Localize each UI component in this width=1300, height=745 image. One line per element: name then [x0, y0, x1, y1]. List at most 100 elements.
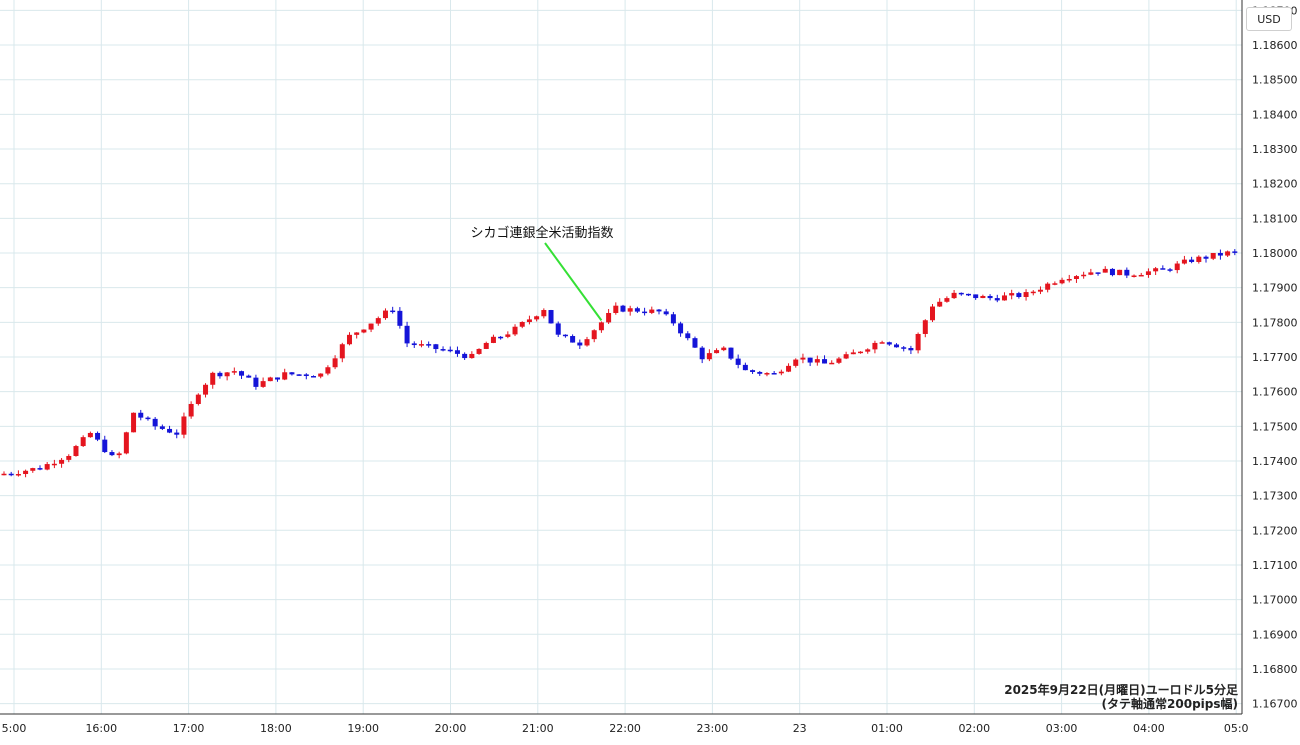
candle-body — [447, 349, 453, 352]
candle-body — [908, 348, 914, 351]
candle-body — [865, 349, 871, 352]
candle-body — [793, 359, 799, 366]
candle-body — [584, 339, 590, 346]
candle-body — [699, 347, 705, 360]
y-tick-label: 1.16700 — [1252, 698, 1298, 711]
y-tick-label: 1.18400 — [1252, 108, 1298, 121]
candle-body — [476, 348, 482, 354]
candle-body — [332, 358, 338, 368]
candle-body — [1131, 275, 1137, 277]
candle-body — [786, 365, 792, 372]
candle-body — [555, 323, 561, 335]
candle-body — [850, 352, 856, 355]
candle-body — [1210, 252, 1216, 259]
candle-body — [901, 347, 907, 349]
candle-body — [1001, 295, 1007, 301]
candle-body — [498, 336, 504, 339]
y-tick-label: 1.16800 — [1252, 663, 1298, 676]
candle-body — [87, 432, 93, 438]
candle-body — [1102, 268, 1108, 273]
candle-body — [267, 377, 273, 382]
candle-body — [1196, 256, 1202, 262]
x-tick-label: 01:00 — [871, 722, 903, 735]
candle-body — [1073, 276, 1079, 279]
candle-body — [195, 394, 201, 404]
candle-body — [469, 353, 475, 359]
candle-body — [138, 412, 144, 418]
candle-body — [937, 301, 943, 307]
candle-body — [433, 344, 439, 350]
candle-body — [548, 310, 554, 324]
candle-body — [59, 459, 65, 464]
candle-body — [346, 334, 352, 345]
candle-body — [354, 332, 360, 335]
candle-body — [944, 298, 950, 302]
candle-body — [965, 293, 971, 296]
candle-body — [181, 416, 187, 435]
y-tick-label: 1.18600 — [1252, 39, 1298, 52]
candle-body — [577, 342, 583, 346]
x-tick-label: 20:00 — [435, 722, 467, 735]
candle-body — [102, 439, 108, 453]
candle-body — [562, 334, 568, 337]
candle-body — [836, 358, 842, 363]
candle-body — [570, 336, 576, 343]
candle-body — [1095, 272, 1101, 274]
candle-body — [598, 322, 604, 331]
candle-body — [217, 372, 223, 377]
candle-body — [275, 377, 281, 380]
chart-caption-line1: 2025年9月22日(月曜日)ユーロドル5分足 — [1004, 683, 1238, 697]
candle-body — [66, 455, 72, 460]
candle-body — [879, 342, 885, 344]
candle-body — [260, 381, 266, 387]
candle-body — [44, 464, 50, 470]
candle-body — [1167, 269, 1173, 271]
candle-body — [325, 367, 331, 374]
candle-body — [764, 373, 770, 375]
candle-body — [1232, 251, 1238, 253]
candle-body — [922, 320, 928, 334]
candle-body — [1124, 269, 1130, 276]
candle-body — [426, 344, 432, 346]
candle-body — [843, 354, 849, 359]
candle-body — [1203, 256, 1209, 259]
y-tick-label: 1.18100 — [1252, 212, 1298, 225]
candle-body — [987, 295, 993, 299]
candle-body — [735, 358, 741, 365]
candle-body — [361, 329, 367, 333]
candle-body — [627, 308, 633, 312]
candle-body — [80, 437, 86, 447]
candle-body — [663, 311, 669, 315]
candle-body — [1, 473, 7, 476]
candle-body — [742, 364, 748, 371]
candle-body — [109, 452, 115, 456]
y-tick-label: 1.17000 — [1252, 594, 1298, 607]
candle-body — [591, 330, 597, 340]
candle-body — [1023, 292, 1029, 297]
candle-body — [757, 371, 763, 374]
candle-body — [771, 373, 777, 375]
candle-body — [282, 372, 288, 380]
candle-body — [152, 418, 158, 427]
candle-body — [8, 473, 14, 476]
candle-body — [167, 428, 173, 433]
currency-selector[interactable]: USD — [1246, 7, 1292, 31]
y-tick-label: 1.17200 — [1252, 524, 1298, 537]
candle-body — [512, 326, 518, 335]
candle-body — [994, 298, 1000, 301]
candle-body — [116, 453, 122, 456]
candle-body — [778, 371, 784, 374]
candle-body — [73, 446, 79, 456]
y-tick-label: 1.17900 — [1252, 282, 1298, 295]
candle-body — [15, 474, 21, 476]
candle-body — [706, 353, 712, 360]
candle-body — [95, 432, 101, 440]
candle-body — [123, 432, 129, 454]
candle-body — [404, 325, 410, 344]
y-tick-label: 1.17700 — [1252, 351, 1298, 364]
candle-body — [462, 353, 468, 359]
candle-body — [1117, 269, 1123, 276]
candle-body — [1189, 259, 1195, 262]
candle-body — [339, 344, 345, 359]
